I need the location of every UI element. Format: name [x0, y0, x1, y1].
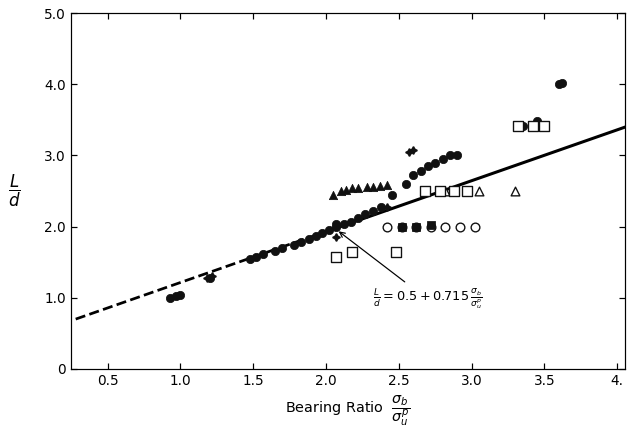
Point	[401, 181, 411, 187]
Point	[338, 221, 348, 228]
Point	[336, 187, 346, 194]
Point	[245, 255, 255, 262]
Point	[408, 172, 418, 179]
Point	[367, 183, 377, 190]
Point	[251, 254, 261, 261]
Point	[347, 185, 357, 192]
Point	[430, 159, 440, 166]
Point	[324, 227, 334, 234]
Point	[317, 229, 327, 236]
Point	[331, 253, 341, 260]
Point	[557, 79, 567, 86]
Point	[258, 251, 269, 258]
Point	[415, 167, 425, 174]
Point	[296, 239, 307, 246]
Point	[289, 242, 299, 249]
Point	[510, 187, 520, 194]
Point	[445, 152, 455, 159]
X-axis label: Bearing Ratio  $\dfrac{\sigma_b}{\sigma_u^p}$: Bearing Ratio $\dfrac{\sigma_b}{\sigma_u…	[285, 394, 410, 429]
Point	[455, 223, 465, 230]
Point	[539, 122, 549, 129]
Point	[277, 245, 288, 252]
Point	[360, 210, 370, 217]
Point	[513, 122, 523, 129]
Point	[204, 274, 214, 281]
Point	[391, 248, 401, 255]
Point	[346, 218, 356, 225]
Point	[376, 203, 386, 210]
Point	[397, 223, 407, 230]
Point	[175, 291, 185, 298]
Point	[452, 152, 462, 159]
Point	[420, 187, 430, 194]
Point	[441, 223, 451, 230]
Point	[411, 223, 422, 230]
Point	[331, 224, 341, 231]
Point	[347, 248, 357, 255]
Point	[462, 187, 472, 194]
Point	[423, 163, 433, 170]
Point	[532, 118, 542, 125]
Point	[474, 187, 484, 194]
Point	[311, 232, 321, 239]
Point	[470, 223, 480, 230]
Point	[382, 223, 392, 230]
Point	[554, 81, 564, 88]
Y-axis label: $\dfrac{L}{d}$: $\dfrac{L}{d}$	[8, 173, 20, 209]
Point	[171, 293, 181, 300]
Text: $\frac{L}{d} = 0.5 + 0.715\,\frac{\sigma_b}{\sigma_u^p}$: $\frac{L}{d} = 0.5 + 0.715\,\frac{\sigma…	[339, 232, 482, 312]
Point	[528, 122, 538, 129]
Point	[353, 185, 363, 192]
Point	[341, 186, 351, 193]
Point	[270, 247, 280, 254]
Point	[328, 191, 338, 198]
Point	[362, 184, 372, 191]
Point	[353, 215, 363, 221]
Point	[165, 294, 175, 301]
Point	[382, 182, 392, 189]
Point	[367, 208, 377, 215]
Point	[437, 156, 447, 163]
Point	[434, 187, 444, 194]
Point	[386, 191, 396, 198]
Point	[375, 183, 385, 190]
Point	[441, 187, 451, 194]
Point	[426, 223, 436, 230]
Point	[397, 223, 407, 230]
Point	[449, 187, 459, 194]
Point	[426, 221, 436, 228]
Point	[411, 223, 422, 230]
Point	[331, 220, 341, 227]
Point	[518, 122, 528, 129]
Point	[303, 235, 313, 242]
